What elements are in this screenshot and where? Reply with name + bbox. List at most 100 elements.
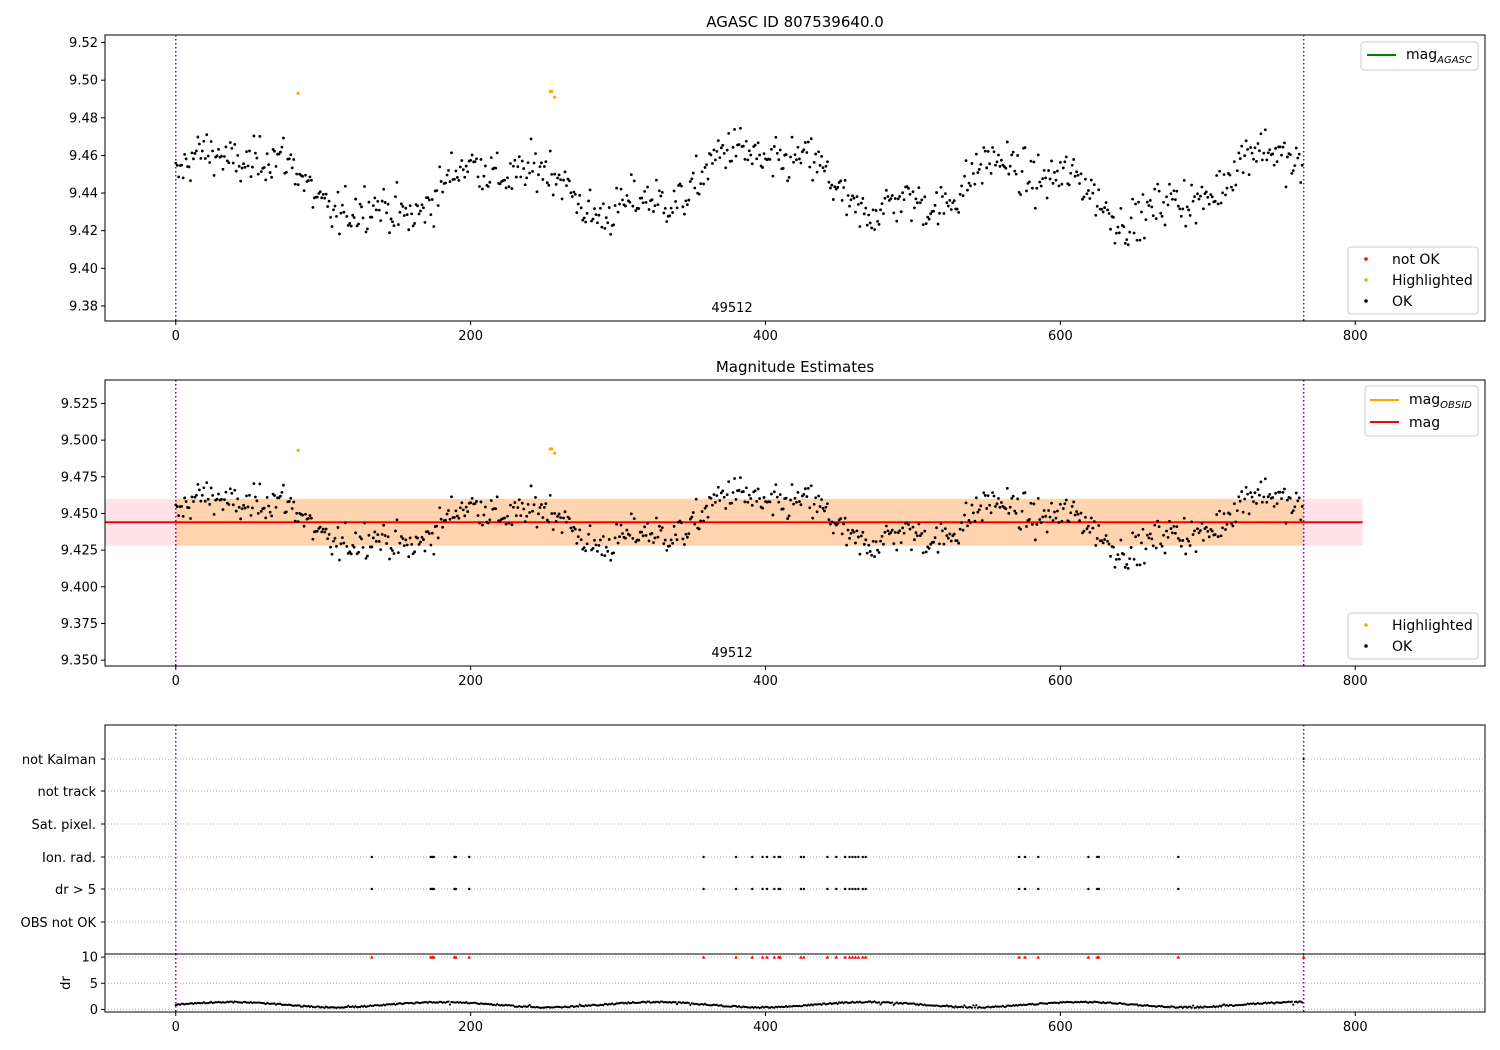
- point-ok: [419, 209, 422, 213]
- point-ok: [587, 199, 590, 203]
- point-ok: [678, 182, 682, 186]
- point-ok: [495, 495, 499, 499]
- flag-mark-ion: [751, 855, 754, 859]
- point-ok: [619, 187, 623, 191]
- point-ok: [845, 213, 849, 217]
- flag-mark-ion: [1023, 855, 1027, 859]
- point-ok: [762, 152, 766, 156]
- point-ok: [230, 146, 234, 150]
- point-ok: [942, 212, 946, 215]
- point-ok: [348, 550, 352, 554]
- point-ok: [332, 208, 335, 212]
- point-ok: [880, 202, 884, 206]
- point-ok: [357, 550, 360, 554]
- point-ok: [405, 213, 409, 217]
- flag-mark-dr: [851, 887, 854, 891]
- point-ok: [650, 531, 654, 535]
- point-ok: [197, 142, 201, 146]
- point-ok: [482, 513, 486, 517]
- flag-mark-ion: [843, 855, 847, 859]
- flag-mark-ion: [761, 855, 764, 859]
- point-ok: [1280, 153, 1283, 157]
- panel-title-agasc: AGASC ID 807539640.0: [706, 13, 884, 31]
- point-ok: [1266, 151, 1270, 155]
- point-ok: [1084, 177, 1087, 181]
- point-ok: [267, 504, 271, 508]
- point-ok: [842, 186, 846, 189]
- point-ok: [1025, 525, 1028, 528]
- point-ok: [883, 196, 887, 200]
- point-ok: [598, 206, 602, 210]
- point-ok: [885, 524, 888, 528]
- point-ok: [1072, 158, 1076, 161]
- point-ok: [1206, 195, 1210, 199]
- flag-mark-dr: [861, 887, 865, 891]
- point-ok: [724, 507, 728, 510]
- point-ok: [258, 134, 262, 138]
- point-ok: [463, 175, 467, 179]
- point-ok: [535, 190, 539, 194]
- point-ok: [1115, 558, 1118, 561]
- point-ok: [1156, 182, 1160, 186]
- point-ok: [569, 191, 573, 195]
- point-ok: [1128, 557, 1132, 561]
- point-ok: [923, 195, 927, 199]
- point-ok: [1243, 154, 1247, 158]
- point-ok: [202, 139, 206, 143]
- point-ok: [1020, 509, 1024, 513]
- point-ok: [988, 162, 992, 166]
- point-ok: [265, 152, 269, 156]
- point-ok: [885, 188, 888, 192]
- point-ok: [579, 206, 583, 210]
- point-ok: [924, 222, 928, 226]
- dr-flag-point: [863, 955, 868, 959]
- point-ok: [1056, 509, 1059, 513]
- point-ok: [715, 494, 719, 498]
- point-ok: [688, 180, 692, 183]
- point-ok: [1156, 519, 1160, 523]
- point-ok: [1219, 534, 1223, 538]
- x-tick-label-4: 800: [1343, 329, 1368, 344]
- point-ok: [893, 530, 897, 534]
- point-ok: [1153, 187, 1157, 191]
- y-tick-label-5: 9.48: [69, 111, 98, 126]
- point-ok: [989, 171, 993, 175]
- legend-marker-ok-magnitude: [1364, 644, 1368, 648]
- point-ok: [985, 166, 989, 170]
- point-ok: [230, 491, 234, 495]
- point-ok: [1070, 163, 1074, 167]
- point-ok: [1166, 203, 1170, 207]
- point-ok: [1042, 509, 1046, 512]
- legend-marker-highlighted-agasc: [1364, 278, 1368, 282]
- point-ok: [662, 542, 666, 546]
- y-tick-label-2: 9.400: [61, 580, 98, 595]
- point-ok: [245, 150, 248, 154]
- point-ok: [615, 522, 619, 526]
- point-ok: [208, 161, 212, 164]
- point-ok: [1089, 178, 1093, 182]
- point-ok: [596, 549, 599, 553]
- y-tick-label-6: 9.500: [61, 434, 98, 449]
- point-ok: [688, 517, 692, 521]
- point-ok: [367, 533, 371, 537]
- point-ok: [273, 494, 276, 497]
- point-ok: [982, 146, 986, 150]
- point-ok: [402, 214, 406, 217]
- point-ok: [1259, 132, 1263, 136]
- point-ok: [1123, 241, 1127, 245]
- point-ok: [967, 519, 971, 522]
- point-ok: [631, 204, 635, 208]
- point-ok: [820, 154, 823, 158]
- point-ok: [525, 514, 529, 518]
- point-ok: [395, 180, 399, 184]
- dr-point: [298, 1004, 301, 1007]
- point-ok: [693, 186, 697, 190]
- point-ok: [1089, 516, 1093, 520]
- flag-mark-dr: [1087, 887, 1090, 891]
- point-ok: [823, 169, 826, 173]
- point-ok: [1244, 486, 1248, 489]
- point-ok: [323, 196, 327, 200]
- point-ok: [856, 535, 860, 539]
- point-ok: [952, 199, 956, 203]
- point-ok: [200, 493, 204, 497]
